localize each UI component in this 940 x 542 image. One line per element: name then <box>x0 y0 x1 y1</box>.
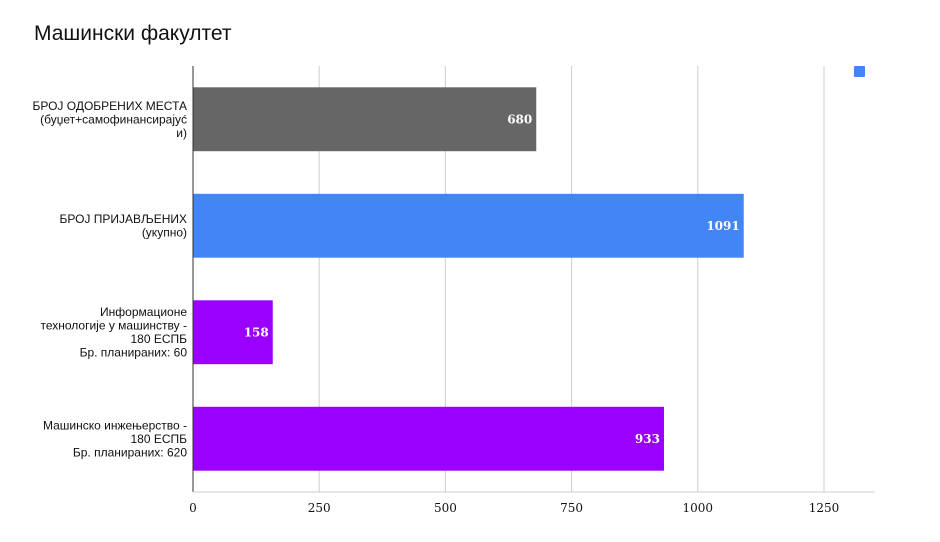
category-label: БРОЈ ПРИЈАВЉЕНИХ <box>59 212 187 226</box>
axes <box>192 66 875 493</box>
category-label: и) <box>176 126 187 140</box>
x-tick-label: 500 <box>434 501 457 515</box>
legend-swatch <box>854 66 865 77</box>
x-tick-label: 250 <box>308 501 331 515</box>
category-label: 180 ЕСПБ <box>130 432 187 446</box>
data-label: 1091 <box>706 219 739 233</box>
category-label: технологије у машинству - <box>40 319 187 333</box>
labels: 0 250 500 750 1000 1250 680 БРОЈ ОДОБРЕНИХ МЕСТ… <box>32 99 839 515</box>
category-label: Информационе <box>100 305 187 319</box>
category-label: Бр. планираних: 60 <box>80 346 188 360</box>
x-tick-label: 750 <box>560 501 583 515</box>
category-label: (буџет+самофинансирајуć <box>40 112 187 126</box>
data-label: 158 <box>244 325 269 339</box>
bar-2 <box>193 193 744 258</box>
x-tick-label: 0 <box>189 501 197 515</box>
bar-3 <box>193 300 273 365</box>
category-label: 180 ЕСПБ <box>130 332 187 346</box>
bar-1 <box>193 87 537 152</box>
category-label: БРОЈ ОДОБРЕНИХ МЕСТА <box>32 99 187 113</box>
x-tick-label: 1250 <box>809 501 840 515</box>
category-label: Машинско инжењерство - <box>43 418 187 432</box>
legend <box>854 66 865 77</box>
x-tick-label: 1000 <box>683 501 714 515</box>
data-label: 680 <box>507 112 532 126</box>
data-label: 933 <box>635 432 660 446</box>
chart-title: Машински факултет <box>34 22 232 45</box>
bars <box>193 87 744 471</box>
bar-4 <box>193 406 664 471</box>
category-label: (укупно) <box>142 226 187 240</box>
category-label: Бр. планираних: 620 <box>73 445 187 459</box>
